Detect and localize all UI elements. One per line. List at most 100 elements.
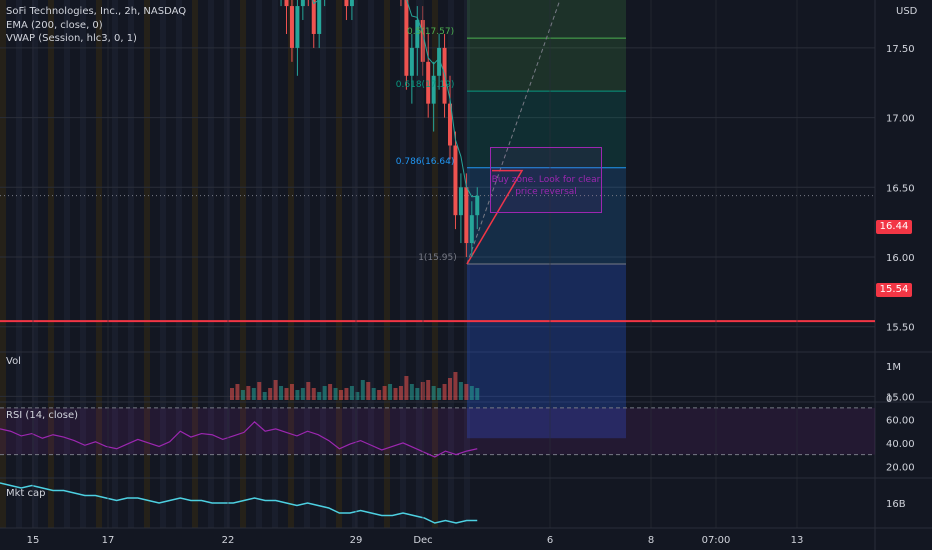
volume-bar: [317, 392, 322, 400]
fib-zone: [467, 91, 626, 168]
volume-bar: [333, 388, 338, 400]
session-stripe: [240, 0, 246, 528]
volume-bar: [262, 392, 267, 400]
volume-bar: [328, 384, 333, 400]
volume-bar: [426, 380, 431, 400]
volume-bar: [257, 382, 262, 400]
candle-body: [458, 187, 463, 216]
price-tick-label: 15.00: [886, 392, 915, 403]
volume-bar: [360, 380, 365, 400]
session-stripe: [352, 0, 358, 528]
candle-body: [295, 6, 300, 48]
volume-bar: [388, 384, 393, 400]
session-stripe: [224, 0, 230, 528]
session-stripe: [192, 0, 198, 528]
volume-bar: [469, 386, 474, 400]
volume-bar: [235, 384, 240, 400]
session-stripe: [416, 0, 422, 528]
rsi-line: [0, 421, 478, 458]
session-stripe: [112, 0, 118, 528]
rsi-tick-label: 20.00: [886, 462, 915, 473]
session-stripe: [400, 0, 406, 528]
session-stripe: [48, 0, 54, 528]
volume-bar: [322, 386, 327, 400]
fib-zone: [467, 38, 626, 92]
rsi-band: [0, 407, 875, 455]
candle-body: [300, 0, 305, 7]
fib-level-label: 1(15.95): [418, 252, 457, 263]
volume-bar: [453, 372, 458, 400]
candle-body: [317, 0, 322, 34]
rsi-pane-label: RSI (14, close): [6, 410, 79, 421]
time-tick-label: 22: [222, 535, 235, 546]
fib-zone: [467, 167, 626, 264]
session-stripe: [144, 0, 150, 528]
last-price-tag: 16.44: [876, 220, 912, 234]
time-tick-label: Dec: [413, 535, 432, 546]
volume-bar: [295, 390, 300, 400]
session-stripe: [32, 0, 38, 528]
session-stripe: [384, 0, 390, 528]
volume-bar: [289, 384, 294, 400]
candle-body: [448, 103, 452, 146]
session-stripe: [256, 0, 262, 528]
volume-bar: [458, 382, 463, 400]
fib-level-label: 0.5(17.57): [407, 27, 455, 38]
fib-trend-line: [466, 0, 561, 265]
candle-body: [409, 47, 414, 76]
buy-zone-note[interactable]: Buy zone. Look for clear price reversal: [490, 147, 602, 213]
fib-zone: [467, 0, 626, 39]
symbol-title: SoFi Technologies, Inc., 2h, NASDAQ: [6, 6, 187, 17]
candle-body: [453, 145, 458, 216]
volume-bar: [377, 390, 382, 400]
volume-bar: [300, 388, 305, 400]
ema-legend[interactable]: EMA (200, close, 0): [6, 20, 103, 31]
volume-bar: [404, 376, 409, 400]
candle-body: [349, 0, 354, 7]
fib-level-label: 0.786(16.64): [395, 156, 455, 167]
candle-body: [475, 195, 480, 216]
volume-bar: [355, 392, 360, 400]
volume-bar: [246, 386, 251, 400]
fib-level-label: 0.618(17.19): [395, 80, 455, 91]
volume-bar: [415, 388, 420, 400]
currency-label: USD: [896, 6, 918, 17]
session-stripe: [160, 0, 166, 528]
volume-bar: [273, 380, 278, 400]
price-tick-label: 16.50: [886, 183, 915, 194]
mktcap-line: [0, 482, 478, 524]
volume-pane-label: Vol: [6, 356, 21, 367]
support-price-tag: 15.54: [876, 283, 912, 297]
session-stripe: [64, 0, 70, 528]
rsi-tick-label: 60.00: [886, 416, 915, 427]
fib-extension-zone: [467, 263, 626, 439]
session-stripe: [208, 0, 214, 528]
mktcap-pane-label: Mkt cap: [6, 488, 46, 499]
volume-bar: [240, 390, 245, 400]
candle-body: [311, 0, 316, 34]
volume-bar: [251, 388, 256, 400]
price-tick-label: 17.00: [886, 114, 915, 125]
vwap-legend[interactable]: VWAP (Session, hlc3, 0, 1): [6, 33, 137, 44]
volume-bar: [339, 390, 343, 400]
candle-body: [289, 6, 294, 48]
session-stripe: [320, 0, 326, 528]
volume-bar: [284, 388, 289, 400]
volume-bar: [371, 388, 376, 400]
candle-body: [437, 47, 442, 76]
volume-bar: [431, 386, 436, 400]
session-stripe: [288, 0, 294, 528]
volume-bar: [311, 388, 316, 400]
volume-bar: [442, 384, 447, 400]
candle-body: [415, 20, 420, 48]
session-stripe: [368, 0, 374, 528]
volume-bar: [306, 382, 311, 400]
volume-tick-label: 0: [886, 394, 892, 405]
session-stripe: [128, 0, 134, 528]
price-tick-label: 15.50: [886, 323, 915, 334]
session-stripe: [448, 0, 454, 528]
time-tick-label: 13: [791, 535, 804, 546]
volume-bar: [393, 388, 398, 400]
mktcap-tick-label: 16B: [886, 499, 906, 510]
